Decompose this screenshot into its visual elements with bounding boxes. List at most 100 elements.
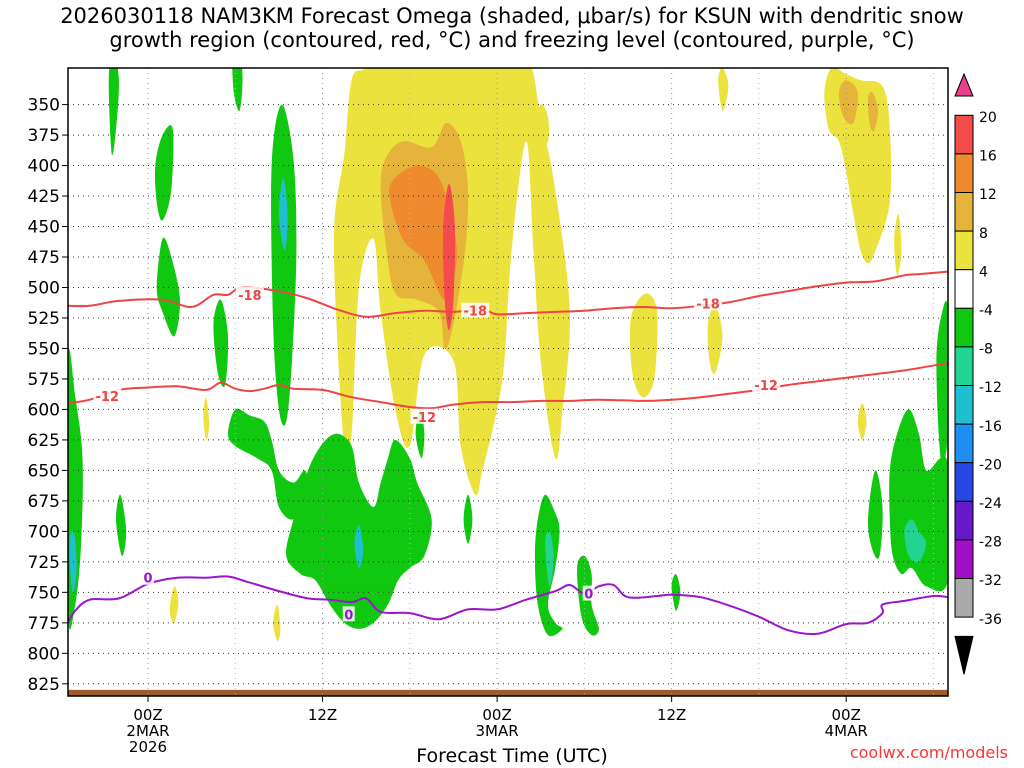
chart-title-line1: 2026030118 NAM3KM Forecast Omega (shaded… [60,4,964,28]
grid-lines [68,68,948,696]
omega-region-24 [278,177,288,251]
colorbar-label--28: -28 [979,535,1002,551]
colorbar-label-16: 16 [979,149,997,165]
omega-region-8 [707,305,723,374]
colorbar-bottom-arrow [954,635,974,675]
contour-freezing-level [68,575,948,636]
y-axis: 350 375 400 425 450 475 500 525 550 575 600 625 650 6… [28,96,68,695]
x-tick-label-48-0: 00Z [831,706,860,724]
omega-region-19 [154,125,174,221]
credit-link[interactable]: coolwx.com/models [849,743,1008,762]
colorbar-cell-0 [954,114,974,155]
x-tick-label-48-1: 4MAR [825,722,868,740]
y-tick-label-425: 425 [28,187,60,207]
omega-region-23 [271,104,297,426]
colorbar-cell-5 [954,307,974,348]
omega-region-5 [533,104,550,148]
contour-label-bg-dgz-top-1 [461,302,490,318]
colorbar-label--8: -8 [979,342,993,358]
colorbar-label--4: -4 [979,303,993,319]
terrain-fill [68,689,948,696]
y-tick-label-375: 375 [28,126,60,146]
omega-region-14 [857,403,867,440]
y-tick-label-650: 650 [28,461,60,481]
contour-label-dgz-top-2: -18 [696,297,720,312]
contour-label-bg-freezing-level-0 [142,569,154,585]
contour-label-bg-freezing-level-2 [582,585,595,601]
contour-label-freezing-level-0: 0 [143,572,152,587]
x-tick-label-0-1: 2MAR [126,722,169,740]
contour-label-dgz-bottom-2: -12 [754,379,778,394]
colorbar-label--20: -20 [979,457,1002,473]
y-tick-label-775: 775 [28,614,60,634]
y-tick-label-400: 400 [28,157,60,177]
omega-region-12 [718,68,729,111]
y-tick-label-675: 675 [28,492,60,512]
y-tick-label-800: 800 [28,644,60,664]
contour-label-bg-dgz-top-0 [235,286,264,302]
x-tick-label-12-0: 12Z [308,706,337,724]
plot-frame [67,67,949,697]
colorbar-label-12: 12 [979,187,997,203]
omega-region-39 [867,470,883,559]
omega-shading [68,68,948,642]
x-axis-label: Forecast Time (UTC) [416,745,608,767]
y-tick-label-525: 525 [28,309,60,329]
colorbar-cell-10 [954,500,974,541]
contour-label-bg-dgz-top-2 [694,295,722,311]
chart-title: 2026030118 NAM3KM Forecast Omega (shaded… [0,4,1024,52]
omega-region-13 [894,214,902,276]
contour-label-dgz-bottom-1: -12 [413,411,437,426]
colorbar-cell-8 [954,423,974,464]
terrain-band [68,689,948,696]
contour-label-bg-freezing-level-1 [342,606,355,622]
contour-label-freezing-level-1: 0 [344,608,353,623]
omega-region-25 [228,408,309,520]
omega-region-22 [213,299,229,388]
omega-region-36 [889,409,948,592]
omega-region-16 [169,586,179,623]
omega-region-27 [354,525,364,569]
omega-region-17 [273,604,281,642]
contour-label-bg-dgz-bottom-1 [410,408,439,424]
x-tick-label-24-1: 3MAR [476,722,519,740]
colorbar-cell-7 [954,385,974,425]
omega-region-4 [494,68,517,142]
y-tick-label-500: 500 [28,278,60,298]
contour-label-freezing-level-2: 0 [584,588,593,603]
y-tick-label-550: 550 [28,339,60,359]
contour-label-dgz-bottom-0: -12 [96,390,120,405]
omega-region-30 [115,494,127,556]
omega-region-2 [389,165,457,300]
colorbar-label--12: -12 [979,380,1002,396]
y-tick-label-750: 750 [28,583,60,603]
omega-region-3 [443,183,456,331]
omega-region-10 [838,80,859,125]
colorbar-label--16: -16 [979,419,1002,435]
x-tick-label-0-2: 2026 [129,738,167,756]
contour-dgz-top [68,270,948,318]
colorbar-label-20: 20 [979,110,997,126]
omega-region-31 [463,494,473,544]
colorbar: 20 16 12 8 4 -4 -8 -12 -16 -20 -24 -28 -32 -36 [954,72,1002,675]
omega-region-38 [936,300,948,463]
y-tick-label-575: 575 [28,370,60,390]
colorbar-cell-6 [954,346,974,386]
colorbar-label-4: 4 [979,264,988,280]
colorbar-label-8: 8 [979,226,988,242]
omega-region-33 [545,530,554,587]
y-tick-label-475: 475 [28,248,60,268]
x-tick-label-0-0: 00Z [133,706,162,724]
chart-title-line2: growth region (contoured, red, °C) and f… [109,28,915,52]
omega-region-6 [542,158,556,240]
colorbar-cell-2 [954,192,974,232]
y-tick-label-825: 825 [28,675,60,695]
colorbar-label--24: -24 [979,496,1002,512]
omega-region-15 [203,397,210,441]
contour-lines: -18 -18 -18 -12 -12 -12 0 0 0 [68,270,948,636]
colorbar-cell-12 [954,578,974,618]
y-tick-label-625: 625 [28,431,60,451]
colorbar-top-arrow [954,72,974,97]
